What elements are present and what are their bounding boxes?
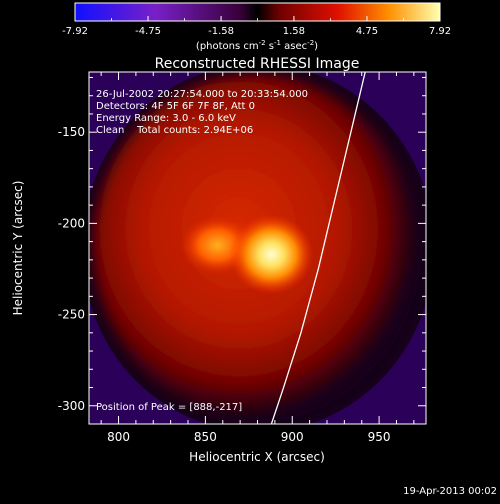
- colorbar-tick-label: -1.58: [208, 26, 234, 37]
- y-tick-label: -300: [58, 399, 85, 413]
- x-axis-label: Heliocentric X (arcsec): [189, 450, 325, 464]
- annotation-energy-range: Energy Range: 3.0 - 6.0 keV: [96, 113, 236, 124]
- annotation-detectors: Detectors: 4F 5F 6F 7F 8F, Att 0: [96, 101, 255, 112]
- colorbar-unit: (photons cm-2 s-1 asec-2): [196, 39, 318, 52]
- solar-limb-line: [270, 72, 366, 424]
- footer-date: 19-Apr-2013 00:02: [403, 486, 497, 497]
- colorbar-tick-label: 7.92: [429, 26, 451, 37]
- y-axis: -300 -250 -200 -150: [58, 76, 426, 425]
- colorbar-ticks: -7.92 -4.75 -1.58 1.58 4.75 7.92: [62, 16, 451, 37]
- y-tick-label: -150: [58, 125, 85, 139]
- x-tick-label: 900: [281, 430, 304, 444]
- annotation-clean-counts: Clean Total counts: 2.94E+06: [96, 125, 253, 136]
- x-tick-label: 950: [368, 430, 391, 444]
- x-tick-label: 800: [107, 430, 130, 444]
- colorbar-tick-label: -7.92: [62, 26, 88, 37]
- colorbar-tick-label: 4.75: [356, 26, 378, 37]
- y-axis-label: Heliocentric Y (arcsec): [11, 181, 25, 316]
- peak-position-label: Position of Peak = [888,-217]: [96, 402, 242, 413]
- annotation-time-range: 26-Jul-2002 20:27:54.000 to 20:33:54.000: [96, 89, 308, 100]
- y-tick-label: -200: [58, 216, 85, 230]
- heatmap-image: [89, 72, 426, 424]
- y-tick-label: -250: [58, 308, 85, 322]
- chart-title: Reconstructed RHESSI Image: [155, 56, 360, 72]
- x-tick-label: 850: [194, 430, 217, 444]
- colorbar-tick-label: -4.75: [135, 26, 161, 37]
- peak-source: [229, 214, 314, 295]
- x-axis: 800 850 900 950: [100, 72, 415, 444]
- colorbar-tick-label: 1.58: [283, 26, 305, 37]
